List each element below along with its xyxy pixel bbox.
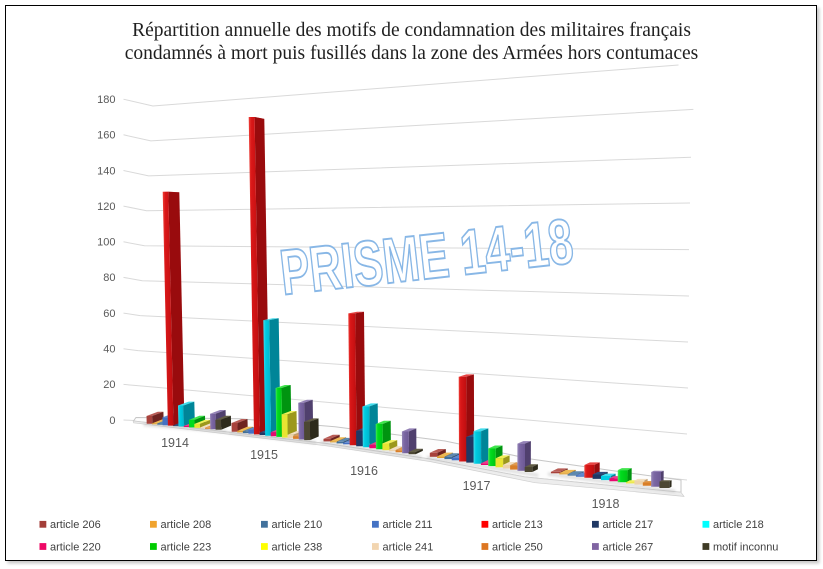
svg-text:100: 100	[97, 237, 115, 249]
svg-text:1914: 1914	[161, 436, 189, 450]
svg-text:80: 80	[103, 272, 115, 284]
svg-text:article 220: article 220	[50, 541, 101, 553]
svg-text:motif inconnu: motif inconnu	[713, 541, 778, 553]
svg-text:20: 20	[103, 379, 115, 391]
svg-text:140: 140	[97, 165, 115, 177]
svg-text:1918: 1918	[592, 497, 620, 511]
svg-text:article 213: article 213	[492, 519, 543, 531]
svg-text:0: 0	[109, 415, 115, 427]
svg-text:article 218: article 218	[713, 519, 764, 531]
svg-text:article 238: article 238	[272, 541, 323, 553]
svg-text:article 208: article 208	[161, 519, 212, 531]
svg-text:1915: 1915	[250, 448, 278, 462]
svg-text:PRISME 14-18: PRISME 14-18	[276, 205, 576, 309]
svg-text:article 217: article 217	[603, 519, 654, 531]
svg-text:180: 180	[97, 94, 115, 106]
svg-text:article 211: article 211	[383, 519, 433, 531]
svg-text:1917: 1917	[463, 479, 491, 493]
svg-text:120: 120	[97, 201, 115, 213]
svg-text:160: 160	[97, 130, 115, 142]
svg-text:40: 40	[103, 344, 115, 356]
svg-text:1916: 1916	[350, 464, 378, 478]
svg-text:60: 60	[103, 308, 115, 320]
svg-text:article 250: article 250	[492, 541, 543, 553]
svg-text:article 241: article 241	[383, 541, 434, 553]
svg-text:article 267: article 267	[603, 541, 654, 553]
svg-text:article 210: article 210	[272, 519, 323, 531]
svg-text:article 206: article 206	[50, 519, 101, 531]
svg-text:article 223: article 223	[161, 541, 212, 553]
